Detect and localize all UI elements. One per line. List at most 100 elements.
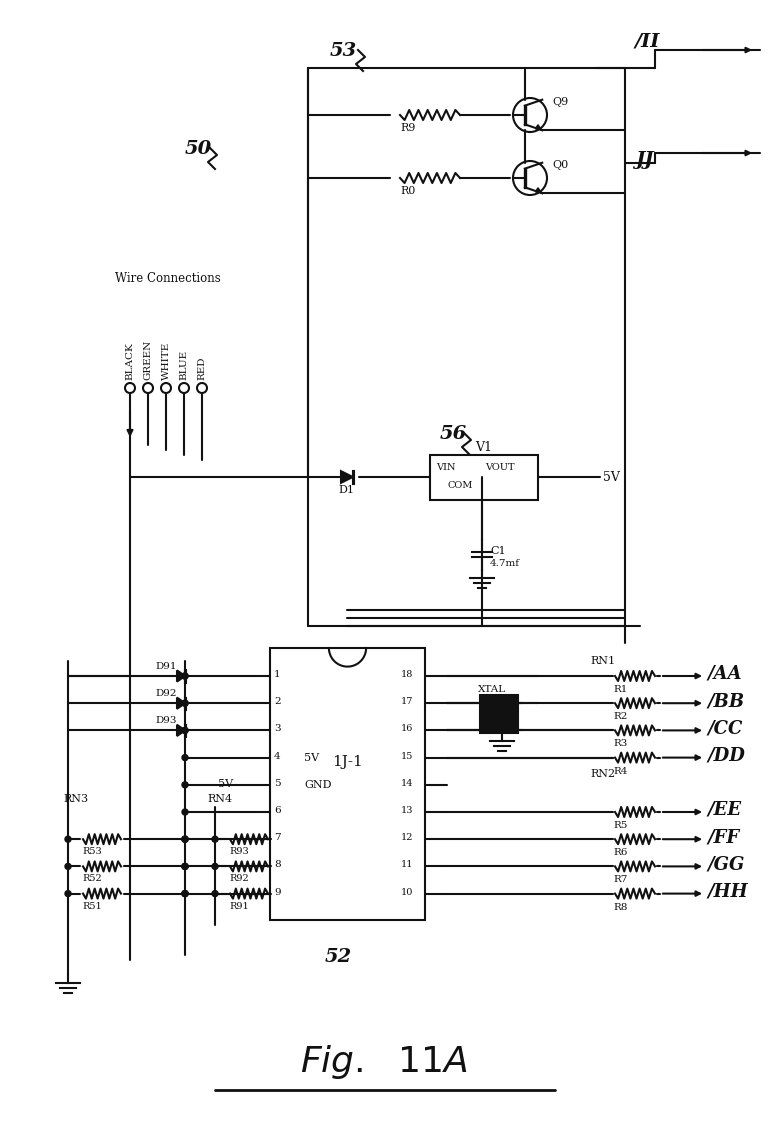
Text: R0: R0 <box>400 186 415 196</box>
Text: /CC: /CC <box>707 719 743 737</box>
Text: R2: R2 <box>613 712 627 721</box>
Text: R4: R4 <box>613 766 627 775</box>
Text: 14: 14 <box>401 778 413 787</box>
Text: D91: D91 <box>155 662 177 670</box>
Text: 17: 17 <box>401 698 413 706</box>
Text: /HH: /HH <box>707 883 747 901</box>
Circle shape <box>182 700 188 706</box>
Text: 4.7mf: 4.7mf <box>490 559 520 568</box>
Text: V1: V1 <box>475 441 492 454</box>
Circle shape <box>182 700 188 706</box>
Text: RN1: RN1 <box>590 656 615 666</box>
Text: Q0: Q0 <box>552 160 568 170</box>
Text: RN4: RN4 <box>207 794 232 804</box>
Polygon shape <box>341 471 353 483</box>
Circle shape <box>182 809 188 814</box>
Circle shape <box>65 863 71 870</box>
Text: VOUT: VOUT <box>485 464 515 472</box>
Bar <box>430 455 538 500</box>
Text: RN2: RN2 <box>590 768 615 778</box>
Text: /AA: /AA <box>707 665 742 683</box>
Text: 4: 4 <box>274 752 280 760</box>
Text: R93: R93 <box>229 847 249 856</box>
Text: 52: 52 <box>324 948 352 966</box>
Circle shape <box>212 836 218 843</box>
Text: GREEN: GREEN <box>144 340 153 380</box>
Text: /FF: /FF <box>707 828 739 846</box>
Text: 15: 15 <box>401 752 413 760</box>
Text: 9: 9 <box>274 888 280 897</box>
Circle shape <box>182 836 188 843</box>
Text: R6: R6 <box>613 848 627 857</box>
Circle shape <box>182 891 188 897</box>
Text: R7: R7 <box>613 875 627 884</box>
Text: D93: D93 <box>155 717 177 726</box>
Text: WHITE: WHITE <box>161 342 170 380</box>
Polygon shape <box>177 698 185 709</box>
Circle shape <box>182 728 188 734</box>
Text: COM: COM <box>447 482 472 490</box>
Text: 1: 1 <box>274 670 280 680</box>
Text: 5V: 5V <box>218 778 233 789</box>
Text: R5: R5 <box>613 821 627 830</box>
Text: /DD: /DD <box>707 747 745 765</box>
Text: /EE: /EE <box>707 801 741 819</box>
Text: 1J-1: 1J-1 <box>332 755 362 770</box>
Text: R3: R3 <box>613 739 627 748</box>
Text: JJ: JJ <box>635 151 654 169</box>
Circle shape <box>182 782 188 788</box>
Text: R8: R8 <box>613 902 627 911</box>
Bar <box>270 648 425 920</box>
Circle shape <box>182 863 188 870</box>
Text: 53: 53 <box>330 42 357 60</box>
Text: 56: 56 <box>440 425 467 443</box>
Text: GND: GND <box>304 780 332 790</box>
Text: 11: 11 <box>401 861 413 870</box>
Circle shape <box>182 863 188 870</box>
Text: R91: R91 <box>229 901 249 910</box>
Text: 3: 3 <box>274 724 280 734</box>
Circle shape <box>182 755 188 760</box>
Text: 12: 12 <box>401 834 413 843</box>
Text: /II: /II <box>635 32 660 50</box>
Text: 5V: 5V <box>304 753 319 763</box>
Text: D92: D92 <box>155 690 177 699</box>
Text: 8: 8 <box>274 861 280 870</box>
Text: /GG: /GG <box>707 855 744 873</box>
Text: $\mathit{Fig.}$  $\mathit{11A}$: $\mathit{Fig.}$ $\mathit{11A}$ <box>300 1043 468 1081</box>
Text: R1: R1 <box>613 685 627 694</box>
Text: D1: D1 <box>338 485 354 495</box>
Circle shape <box>65 891 71 897</box>
Circle shape <box>182 836 188 843</box>
Circle shape <box>182 836 188 843</box>
Text: XTAL: XTAL <box>478 685 506 694</box>
Circle shape <box>182 863 188 870</box>
Circle shape <box>182 891 188 897</box>
Text: R52: R52 <box>82 874 101 883</box>
Circle shape <box>182 728 188 734</box>
Text: R9: R9 <box>400 123 415 133</box>
Text: 13: 13 <box>401 806 413 814</box>
Text: Wire Connections: Wire Connections <box>115 272 220 285</box>
Circle shape <box>212 891 218 897</box>
Text: R53: R53 <box>82 847 101 856</box>
Circle shape <box>212 863 218 870</box>
Text: RED: RED <box>197 357 207 380</box>
Text: VIN: VIN <box>436 464 455 472</box>
Text: 2: 2 <box>274 698 280 706</box>
Text: 16: 16 <box>401 724 413 734</box>
Text: Q9: Q9 <box>552 97 568 107</box>
Text: 6: 6 <box>274 806 280 814</box>
Text: C1: C1 <box>490 546 505 556</box>
Text: /BB: /BB <box>707 692 744 710</box>
Polygon shape <box>177 724 185 736</box>
Circle shape <box>65 836 71 843</box>
Text: 50: 50 <box>185 140 212 158</box>
Polygon shape <box>177 670 185 682</box>
Circle shape <box>182 673 188 680</box>
Text: R51: R51 <box>82 901 101 910</box>
Text: 5: 5 <box>274 778 280 787</box>
Text: 7: 7 <box>274 834 280 843</box>
Text: BLUE: BLUE <box>180 350 188 380</box>
Circle shape <box>182 673 188 680</box>
